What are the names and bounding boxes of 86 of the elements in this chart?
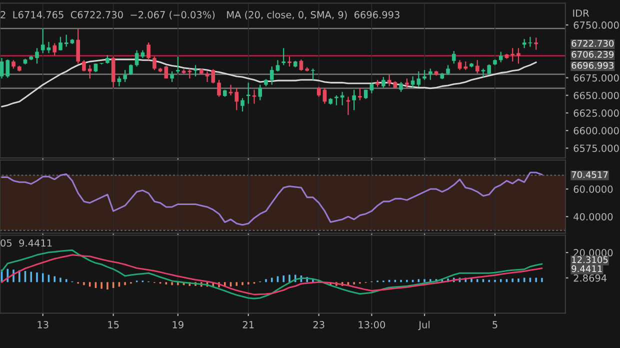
candlestick	[276, 60, 280, 72]
candlestick	[481, 68, 486, 78]
candlestick	[134, 50, 139, 68]
candlestick	[234, 88, 239, 111]
y-tick-label: 6675.000	[574, 74, 619, 82]
candlestick	[40, 28, 45, 54]
candlestick	[387, 74, 392, 87]
candlestick	[528, 36, 532, 48]
y-tick-label: 6625.000	[574, 109, 619, 117]
candlestick	[211, 68, 216, 84]
candlestick	[188, 68, 192, 80]
candlestick	[129, 64, 133, 76]
candlestick	[270, 66, 274, 86]
text: 12.3105	[572, 256, 608, 264]
candlestick	[452, 50, 456, 64]
candlestick	[146, 42, 150, 61]
candlestick	[0, 57, 4, 80]
text: 6706.239	[572, 50, 614, 58]
line-series	[0, 172, 543, 226]
candlestick	[111, 56, 116, 88]
text: 6696.993	[572, 62, 614, 69]
candlestick	[35, 48, 39, 64]
candlestick	[316, 86, 321, 98]
candlestick	[46, 41, 51, 54]
candlestick	[399, 81, 403, 92]
x-tick-label: 15	[108, 321, 119, 328]
candlestick	[52, 42, 57, 56]
candlestick	[205, 70, 210, 83]
x-tick-label: 5	[492, 321, 498, 328]
candlestick	[64, 34, 68, 48]
x-tick-label: Jul	[418, 320, 430, 330]
candlestick	[516, 48, 520, 64]
candlestick	[358, 88, 362, 101]
candlestick	[299, 58, 304, 72]
candlestick	[176, 56, 180, 74]
candlestick	[246, 82, 250, 104]
candlestick	[534, 37, 538, 50]
x-tick-label: 23	[313, 321, 324, 328]
candlestick	[422, 69, 426, 80]
y-tick-label: 6650.000	[574, 92, 619, 100]
x-tick-label: 13:00	[358, 321, 386, 328]
candlestick	[58, 36, 62, 51]
candlestick	[76, 28, 80, 64]
annotation: 2 L6714.765 C6722.730 −2.067 (−0.03%)	[0, 10, 215, 20]
x-tick-label: 13	[38, 321, 48, 328]
candlestick	[240, 98, 244, 112]
candlestick	[252, 89, 256, 104]
candlestick	[123, 69, 127, 83]
candlestick	[416, 70, 421, 88]
candlestick	[475, 60, 480, 74]
annotation: MA (20, close, 0, SMA, 9) 6696.993	[227, 10, 400, 20]
candlestick	[258, 84, 262, 101]
text: 6722.730	[572, 40, 614, 47]
candlestick	[288, 56, 292, 68]
candlestick	[164, 65, 168, 80]
y-axis-title: IDR	[573, 10, 590, 17]
candlestick	[6, 58, 10, 78]
candlestick	[410, 76, 415, 88]
candlestick	[217, 79, 221, 98]
text: 70.4517	[572, 171, 608, 178]
candlestick	[487, 64, 492, 75]
candlestick	[352, 89, 356, 111]
y-tick-label: 6600.000	[574, 127, 619, 134]
text: 9.4411	[572, 265, 602, 272]
candlestick	[322, 88, 327, 104]
y-tick-label: 40.0000	[574, 213, 613, 220]
candlestick	[428, 68, 432, 80]
candlestick	[446, 64, 450, 76]
candlestick	[382, 76, 386, 88]
candlestick	[88, 64, 92, 80]
y-tick-label: 6575.000	[574, 144, 619, 152]
candlestick	[404, 78, 409, 89]
candlestick	[117, 76, 122, 87]
y-tick-label: 60.0000	[574, 186, 613, 193]
y-tick-label: 6750.000	[574, 21, 619, 29]
candlestick	[282, 48, 286, 66]
candlestick	[152, 56, 156, 71]
x-tick-label: 19	[172, 321, 184, 328]
annotation: 05 9.4411	[0, 239, 52, 247]
candlestick	[170, 70, 174, 83]
y-tick-label: 2.8694	[574, 274, 607, 282]
candlestick	[370, 82, 374, 94]
candlestick	[82, 60, 86, 72]
candlestick	[498, 51, 503, 63]
x-tick-label: 21	[242, 321, 254, 328]
candlestick	[364, 89, 368, 100]
